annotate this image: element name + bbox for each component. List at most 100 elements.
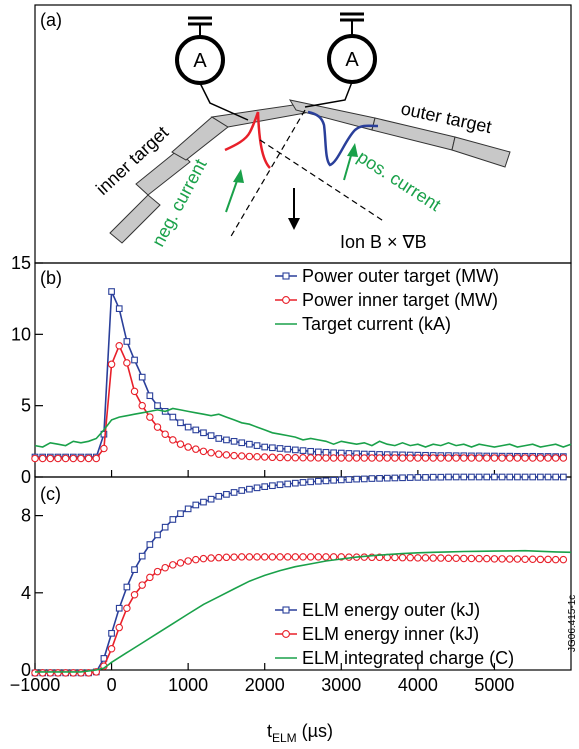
data-point [322,553,330,561]
data-point [268,553,277,561]
data-point [445,473,452,481]
data-point [307,478,315,486]
ammeter-left-label: A [193,50,207,72]
data-point [483,454,491,462]
data-point [276,445,284,452]
data-point [452,473,460,481]
data-point [353,475,360,483]
panel-c-series [31,473,572,677]
data-point [398,553,407,562]
data-point [54,454,62,463]
data-point [414,454,422,462]
data-point [437,554,445,562]
data-point [391,454,399,462]
data-point [421,554,430,562]
data-point [307,447,315,455]
data-point [215,450,223,458]
data-point [536,454,545,462]
panel-c: (c) 048−1000 0 1000 2000 3000 4000 5000 ELM en… [10,473,572,695]
data-point [146,413,154,421]
series-line-1 [35,343,564,460]
data-point [375,454,384,462]
legend-label: Power inner target (MW) [302,290,498,310]
data-point [230,553,238,561]
data-point [490,454,499,462]
ammeter-right-label: A [345,49,359,71]
data-point [559,555,568,564]
data-point [269,444,276,452]
data-point [276,453,284,462]
data-point [514,473,521,481]
data-point [383,454,391,462]
legend-label: Target current (kA) [302,314,451,334]
inner-target-label: inner target [92,122,172,199]
data-point [268,453,277,462]
data-point [146,541,154,548]
data-point [108,288,115,295]
data-point [69,454,78,463]
data-point [468,473,475,481]
y-tick-label: 15 [11,253,31,273]
data-point [153,423,162,431]
data-point [246,440,253,448]
data-point [253,452,261,461]
data-point [491,473,498,481]
data-point [253,553,261,561]
legend-marker [282,606,290,614]
neg-current-arrow [225,169,244,213]
y-tick-label: 10 [11,324,31,344]
data-point [169,436,177,444]
data-point [222,553,231,562]
data-point [391,474,399,482]
data-point [537,473,544,481]
data-point [154,402,161,410]
panel-c-axis: 048−1000 0 1000 2000 3000 4000 5000 [10,506,515,695]
data-point [261,483,269,491]
data-point [260,453,269,461]
data-point [38,669,47,677]
data-point [306,553,315,561]
data-point [352,454,361,462]
data-point [237,553,246,561]
data-point [559,454,568,462]
y-tick-label: 0 [21,660,31,680]
data-point [131,356,138,364]
data-point [444,554,453,563]
data-point [230,451,238,460]
data-point [215,553,223,562]
outer-target [288,99,511,168]
data-point [314,477,322,485]
data-point [383,474,391,482]
data-point [123,604,131,612]
y-tick-label: 0 [21,467,31,487]
panel-b-label: (b) [40,268,62,288]
data-point [260,553,269,561]
separatrix-right [259,139,386,223]
data-point [207,495,215,503]
data-point [314,454,323,462]
y-tick-label: 5 [21,396,31,416]
data-point [192,445,200,453]
data-point [269,482,276,490]
data-point [245,452,254,461]
drift-direction-arrow [288,188,300,230]
data-point [131,566,138,573]
data-point [306,454,315,462]
legend-label: ELM energy inner (kJ) [302,624,479,644]
data-point [184,443,192,451]
data-point [176,559,185,567]
data-point [230,437,238,445]
data-point [246,485,253,493]
data-point [215,492,223,500]
data-point [452,554,460,563]
series-line-2 [35,549,572,673]
data-point [422,474,429,481]
ammeter-right: A [304,12,377,108]
data-point [253,442,261,449]
x-tick-label: 1000 [168,675,208,695]
data-point [69,669,78,677]
data-point [429,454,437,462]
data-point [429,473,437,481]
data-point [521,555,529,563]
data-point [177,419,184,427]
